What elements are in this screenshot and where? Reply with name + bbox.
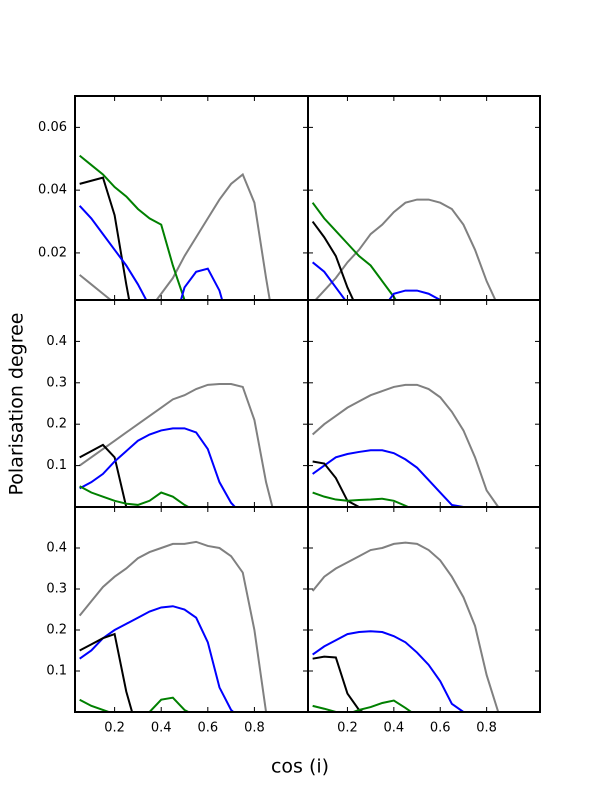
panel-frame — [307, 506, 541, 713]
y-tick-label: 0.1 — [46, 458, 67, 473]
series-line — [311, 541, 500, 712]
series-line — [79, 154, 186, 300]
y-tick-label: 0.4 — [46, 334, 67, 349]
series-line — [311, 383, 500, 507]
plot-area — [311, 198, 497, 300]
panel-frame — [74, 299, 309, 508]
series-line — [311, 202, 397, 300]
y-tick-label: 0.3 — [46, 582, 67, 597]
x-tick-label: 0.4 — [383, 721, 404, 736]
x-tick-label: 0.8 — [476, 721, 497, 736]
y-axis-label: Polarisation degree — [6, 313, 28, 496]
x-tick-label: 0.2 — [104, 721, 125, 736]
x-tick-label: 0.2 — [337, 721, 358, 736]
series-line — [311, 220, 355, 300]
plot-area — [311, 541, 500, 712]
series-line — [314, 198, 497, 300]
series-line — [79, 696, 191, 712]
y-tick-label: 0.04 — [38, 183, 67, 198]
series-line — [79, 383, 274, 507]
series-line — [79, 632, 134, 712]
series-line — [79, 605, 235, 712]
series-line — [312, 261, 443, 300]
plot-area — [79, 383, 274, 507]
plot-area — [311, 383, 500, 507]
series-line — [79, 485, 191, 507]
x-tick-label: 0.8 — [244, 721, 265, 736]
series-line — [78, 540, 268, 712]
y-tick-label: 0.1 — [46, 664, 67, 679]
x-axis-label: cos (i) — [271, 756, 329, 778]
y-tick-label: 0.06 — [38, 120, 67, 135]
series-line — [79, 443, 128, 507]
series-line — [312, 460, 360, 507]
series-line — [79, 427, 237, 507]
series-line — [312, 699, 413, 712]
series-line — [312, 655, 366, 712]
plot-area — [78, 540, 268, 712]
series-line — [312, 491, 411, 507]
x-tick-label: 0.6 — [197, 721, 218, 736]
x-tick-label: 0.4 — [151, 721, 172, 736]
series-line — [79, 172, 271, 300]
y-tick-label: 0.02 — [38, 245, 67, 260]
y-tick-label: 0.4 — [46, 541, 67, 556]
y-tick-label: 0.2 — [46, 623, 67, 638]
y-tick-label: 0.2 — [46, 417, 67, 432]
series-line — [78, 205, 224, 300]
series-line — [312, 449, 464, 507]
y-tick-label: 0.3 — [46, 375, 67, 390]
panel-frame — [74, 506, 309, 713]
x-tick-label: 0.6 — [430, 721, 451, 736]
series-line — [79, 176, 131, 300]
plot-area — [78, 154, 271, 300]
series-line — [312, 630, 465, 712]
